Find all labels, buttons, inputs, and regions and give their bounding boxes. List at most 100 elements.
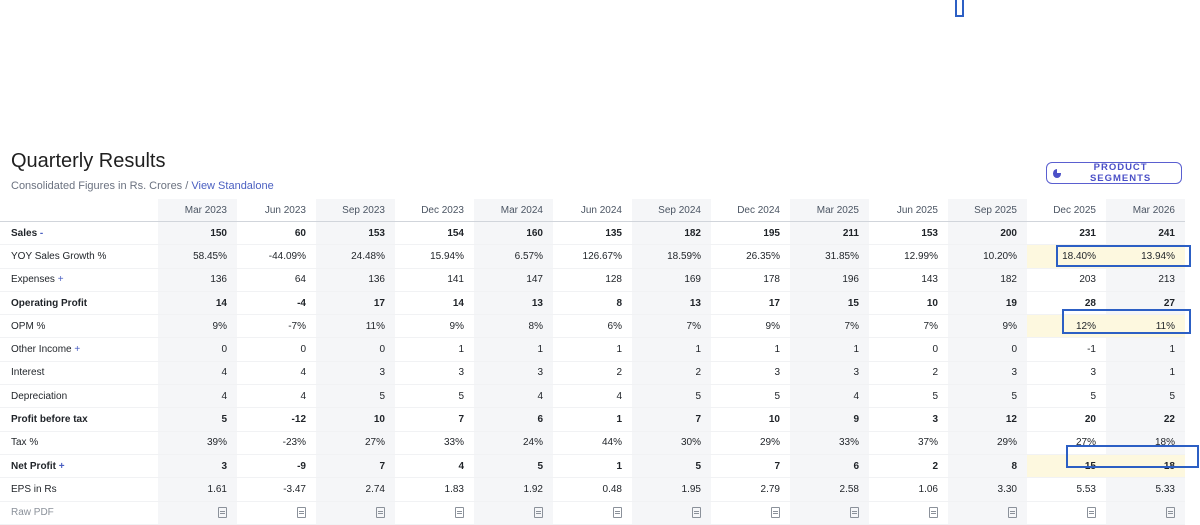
table-row: Raw PDF [0,501,1185,525]
column-header: Sep 2024 [632,199,711,222]
raw-pdf-cell [553,501,632,525]
row-label: Operating Profit [0,290,158,316]
value-cell: 182 [948,268,1027,292]
product-segments-button[interactable]: PRODUCT SEGMENTS [1046,162,1182,184]
value-cell: 4 [395,453,474,479]
value-cell: 3 [711,361,790,386]
pdf-file-icon[interactable] [297,507,306,519]
value-cell: 9% [711,314,790,339]
value-cell: 0 [316,337,395,362]
pdf-file-icon[interactable] [1087,507,1096,519]
pdf-file-icon[interactable] [929,507,938,519]
pdf-file-icon[interactable] [850,507,859,519]
column-header: Jun 2025 [869,199,948,222]
product-segments-label: PRODUCT SEGMENTS [1089,162,1152,184]
raw-pdf-cell [395,501,474,525]
value-cell: 27 [1106,290,1185,316]
value-cell: 241 [1106,221,1185,246]
column-header: Mar 2026 [1106,199,1185,222]
value-cell: 18.59% [632,244,711,269]
table-row: Expenses +136 64 136 141 147 128 169 178 196 143 1… [0,268,1185,292]
row-label[interactable]: Other Income + [0,337,158,362]
row-label[interactable]: Expenses + [0,268,158,292]
value-cell: 8 [553,290,632,316]
value-cell: 2.79 [711,477,790,502]
value-cell: 1 [474,337,553,362]
row-label-text: Profit before tax [11,414,88,426]
value-cell: 8% [474,314,553,339]
value-cell: 1 [553,337,632,362]
collapse-minus-icon[interactable]: - [39,227,44,239]
expand-plus-icon[interactable]: + [74,344,81,356]
quarterly-results-table: Mar 2023 Jun 2023 Sep 2023 Dec 2023 Mar 2024… [0,199,1185,525]
pdf-file-icon[interactable] [376,507,385,519]
value-cell: 60 [237,221,316,246]
raw-pdf-cell [237,501,316,525]
value-cell: 26.35% [711,244,790,269]
row-label[interactable]: Sales - [0,221,158,246]
raw-pdf-cell [316,501,395,525]
value-cell: 135 [553,221,632,246]
column-header: Mar 2025 [790,199,869,222]
value-cell: 2 [553,361,632,386]
column-header: Sep 2025 [948,199,1027,222]
value-cell: 5 [1027,384,1106,409]
row-label: OPM % [0,314,158,339]
value-cell: 1.61 [158,477,237,502]
raw-pdf-cell [869,501,948,525]
pdf-file-icon[interactable] [218,507,227,519]
value-cell: 178 [711,268,790,292]
value-cell: 39% [158,431,237,455]
pdf-file-icon[interactable] [1008,507,1017,519]
value-cell: 3 [474,361,553,386]
row-label-text: Expenses [11,274,55,286]
value-cell: 4 [158,384,237,409]
value-cell: 13.94% [1106,244,1185,269]
value-cell: 6 [474,407,553,432]
value-cell: 11% [1106,314,1185,339]
row-label: Interest [0,361,158,386]
pdf-file-icon[interactable] [613,507,622,519]
value-cell: 211 [790,221,869,246]
value-cell: 28 [1027,290,1106,316]
table-row: YOY Sales Growth % 58.45% -44.09% 24.48% 15.… [0,244,1185,269]
expand-plus-icon[interactable]: + [58,460,65,472]
value-cell: 182 [632,221,711,246]
value-cell: 3 [948,361,1027,386]
view-standalone-link[interactable]: View Standalone [191,180,274,192]
value-cell: 24.48% [316,244,395,269]
value-cell: 58.45% [158,244,237,269]
value-cell: 160 [474,221,553,246]
raw-pdf-cell [1106,501,1185,525]
row-label-text: Operating Profit [11,297,88,309]
value-cell: 18% [1106,431,1185,455]
value-cell: 153 [316,221,395,246]
value-cell: 5 [158,407,237,432]
value-cell: 1 [711,337,790,362]
row-label-text: OPM % [11,320,46,332]
value-cell: 5.33 [1106,477,1185,502]
pdf-file-icon[interactable] [692,507,701,519]
value-cell: 231 [1027,221,1106,246]
pdf-file-icon[interactable] [771,507,780,519]
value-cell: 29% [948,431,1027,455]
value-cell: 44% [553,431,632,455]
value-cell: 4 [553,384,632,409]
value-cell: 12.99% [869,244,948,269]
row-label[interactable]: Net Profit + [0,453,158,479]
value-cell: 1 [790,337,869,362]
value-cell: 147 [474,268,553,292]
value-cell: 8 [948,453,1027,479]
value-cell: 1.06 [869,477,948,502]
value-cell: 10.20% [948,244,1027,269]
pdf-file-icon[interactable] [455,507,464,519]
pdf-file-icon[interactable] [534,507,543,519]
row-label: Raw PDF [0,501,158,525]
pdf-file-icon[interactable] [1166,507,1175,519]
value-cell: 1 [1106,361,1185,386]
column-header: Dec 2025 [1027,199,1106,222]
value-cell: -44.09% [237,244,316,269]
value-cell: 4 [237,384,316,409]
value-cell: 9% [395,314,474,339]
expand-plus-icon[interactable]: + [57,274,64,286]
